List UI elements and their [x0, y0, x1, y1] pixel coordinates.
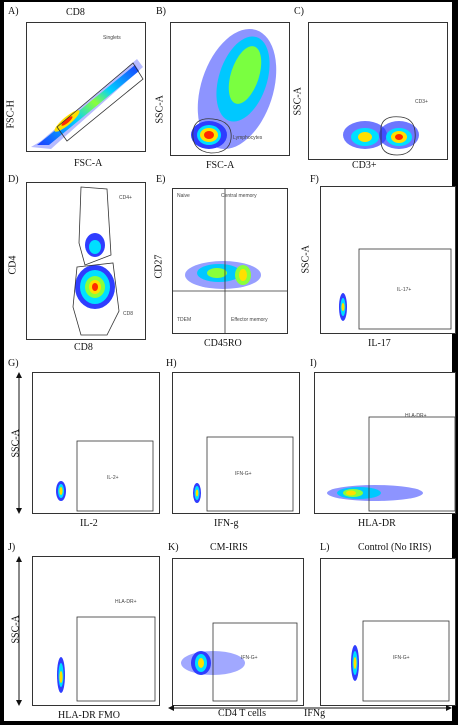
- panel-g-plot: IL-2+: [32, 372, 160, 514]
- panel-c-ylabel: SSC-A: [292, 87, 304, 116]
- panel-e-quadrant-br: Effector memory: [231, 317, 268, 323]
- panel-b-letter: B): [156, 6, 166, 17]
- panel-b-scatter: [191, 28, 277, 154]
- panel-j-y-arrow: [16, 556, 22, 706]
- panel-g-y-arrow: [16, 372, 22, 514]
- panel-d-plot: CD4+ CD8: [26, 182, 146, 340]
- panel-d-gate-top: CD4+: [119, 195, 132, 201]
- panel-d-gate-bottom: CD8: [123, 311, 134, 317]
- panel-a-title: CD8: [66, 7, 85, 18]
- panel-k-title: CM-IRIS: [210, 542, 248, 553]
- panel-c-plot: CD3+: [308, 22, 448, 160]
- panel-i-plot: HLA-DR+: [314, 372, 456, 514]
- panel-c-scatter: [343, 116, 419, 156]
- panel-k-letter: K): [168, 542, 179, 553]
- panel-k-scatter: [181, 622, 298, 702]
- panel-a-plot: Singlets: [26, 22, 146, 152]
- panel-b-xlabel: FSC-A: [206, 160, 235, 171]
- panel-k-plot: IFN-G+: [172, 558, 304, 706]
- bottom-x-arrow: [168, 705, 452, 711]
- panel-i-scatter: [327, 416, 456, 512]
- panel-f-scatter: [339, 248, 452, 330]
- panel-h-gate-label: IFN-G+: [235, 471, 252, 477]
- panel-e-plot: Naive Central memory TDEM Effector memor…: [172, 188, 288, 334]
- panel-j-xlabel: HLA-DR FMO: [58, 710, 120, 721]
- panel-d-letter: D): [8, 174, 19, 185]
- panel-f-xlabel: IL-17: [368, 338, 391, 349]
- panel-j-scatter: [57, 616, 156, 702]
- panel-j-ylabel: SSC-A: [10, 615, 22, 644]
- panel-d-scatter: [72, 186, 120, 336]
- bottom-right-label: IFNg: [304, 708, 326, 719]
- panel-l-scatter: [351, 620, 450, 702]
- panel-a-gate-label: Singlets: [103, 35, 121, 41]
- panel-j-letter: J): [8, 542, 16, 553]
- bottom-left-label: CD4 T cells: [218, 708, 266, 719]
- panel-l-letter: L): [320, 542, 330, 553]
- panel-a-letter: A): [8, 6, 19, 17]
- panel-h-letter: H): [166, 358, 177, 369]
- panel-d-ylabel: CD4: [7, 255, 19, 275]
- panel-g-gate-label: IL-2+: [107, 475, 119, 481]
- panel-b-ylabel: SSC-A: [154, 95, 166, 124]
- panel-e-xlabel: CD45RO: [204, 338, 242, 349]
- panel-e-scatter: [173, 189, 287, 333]
- panel-h-xlabel: IFN-g: [214, 518, 239, 529]
- panel-i-gate-label: HLA-DR+: [405, 413, 427, 419]
- panel-i-letter: I): [310, 358, 317, 369]
- panel-f-plot: IL-17+: [320, 186, 456, 334]
- panel-h-plot: IFN-G+: [172, 372, 300, 514]
- panel-e-letter: E): [156, 174, 166, 185]
- panel-c-gate-label: CD3+: [415, 99, 428, 105]
- panel-f-ylabel: SSC-A: [300, 245, 312, 274]
- panel-j-gate-label: HLA-DR+: [115, 599, 137, 605]
- panel-i-xlabel: HLA-DR: [358, 518, 396, 529]
- panel-g-scatter: [56, 440, 154, 512]
- panel-a-xlabel: FSC-A: [74, 158, 103, 169]
- panel-j-plot: HLA-DR+: [32, 556, 160, 706]
- panel-c-xlabel: CD3+: [352, 160, 377, 171]
- panel-d-xlabel: CD8: [74, 342, 93, 353]
- panel-l-title: Control (No IRIS): [358, 542, 432, 553]
- panel-g-xlabel: IL-2: [80, 518, 98, 529]
- panel-e-quadrant-tl: Naive: [177, 193, 190, 199]
- panel-b-gate-label: Lymphocytes: [233, 135, 263, 141]
- panel-b-plot: Lymphocytes: [170, 22, 290, 156]
- panel-l-gate-label: IFN-G+: [393, 655, 410, 661]
- panel-e-quadrant-tr: Central memory: [221, 193, 257, 199]
- panel-a-scatter: [31, 59, 144, 149]
- panel-f-letter: F): [310, 174, 319, 185]
- panel-k-gate-label: IFN-G+: [241, 655, 258, 661]
- panel-e-quadrant-bl: TDEM: [177, 317, 192, 323]
- panel-c-letter: C): [294, 6, 304, 17]
- panel-g-ylabel: SSC-A: [10, 429, 22, 458]
- panel-a-ylabel: FSC-H: [5, 100, 17, 129]
- panel-l-plot: IFN-G+: [320, 558, 456, 706]
- panel-h-scatter: [193, 436, 294, 512]
- panel-e-ylabel: CD27: [153, 254, 165, 279]
- panel-f-gate-label: IL-17+: [397, 287, 412, 293]
- panel-g-letter: G): [8, 358, 19, 369]
- figure-sheet: A) CD8 Singlets FSC-A FSC-H B): [4, 2, 456, 721]
